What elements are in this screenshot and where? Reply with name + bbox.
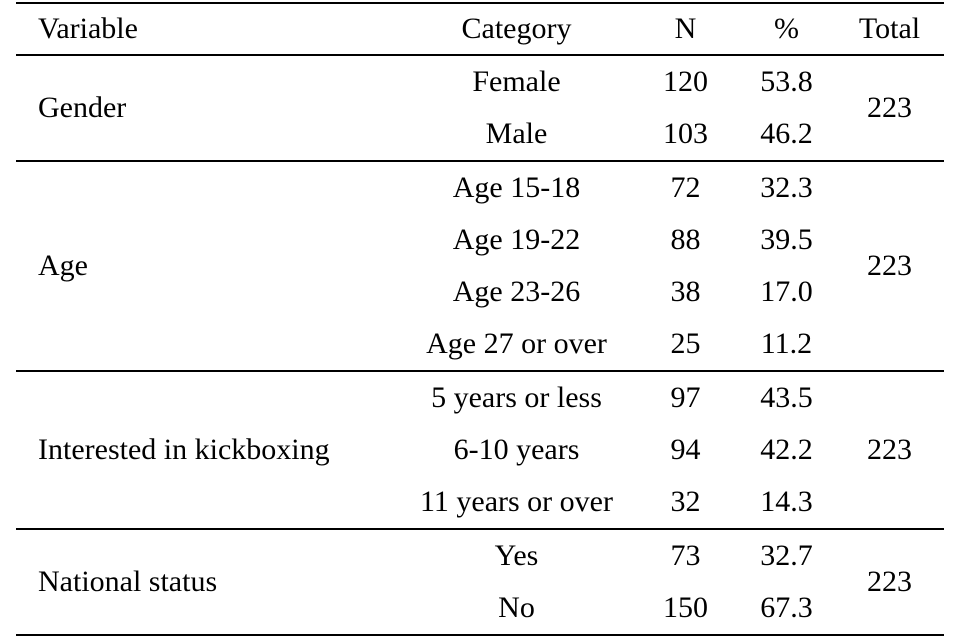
- demographics-table: Variable Category N % Total Gender Femal…: [16, 2, 944, 636]
- n-cell: 25: [633, 318, 738, 372]
- percent-cell: 39.5: [760, 223, 813, 256]
- n-cell: 32: [633, 476, 738, 530]
- header-category: Category: [400, 2, 633, 56]
- n-cell: 103: [633, 108, 738, 162]
- table-row: Male 103 46.2: [16, 108, 944, 162]
- percent-cell: 14.3: [738, 476, 835, 530]
- table-row: Age 19-22 88 39.5: [16, 214, 944, 266]
- percent-cell: 42.2: [760, 433, 813, 466]
- variable-cell: Interested in kickboxing: [16, 371, 400, 530]
- percent-cell: 46.2: [738, 108, 835, 162]
- category-cell: Age 15-18: [452, 171, 581, 204]
- percent-cell: 67.3: [738, 582, 835, 636]
- n-cell: 94: [670, 433, 701, 466]
- n-cell: 150: [633, 582, 738, 636]
- category-cell: Age 19-22: [452, 223, 581, 256]
- total-cell: 223: [835, 371, 944, 530]
- table-row: No 150 67.3: [16, 582, 944, 636]
- percent-cell: 32.7: [760, 539, 813, 572]
- n-cell: 120: [663, 65, 708, 98]
- n-cell: 38: [670, 275, 701, 308]
- total-cell: 223: [835, 529, 944, 636]
- header-percent: %: [738, 2, 835, 56]
- percent-cell: 32.3: [760, 171, 813, 204]
- header-variable: Variable: [16, 2, 400, 56]
- table-body: Gender Female 120 53.8 223 Male 103 46.2…: [16, 55, 944, 636]
- table-row: Age 23-26 38 17.0: [16, 266, 944, 318]
- category-cell: No: [400, 582, 633, 636]
- n-cell: 73: [670, 539, 701, 572]
- percent-cell: 53.8: [760, 65, 813, 98]
- header-row: Variable Category N % Total: [16, 2, 944, 56]
- total-cell: 223: [835, 161, 944, 372]
- n-cell: 97: [670, 381, 701, 414]
- category-cell: 5 years or less: [431, 381, 602, 414]
- percent-cell: 17.0: [760, 275, 813, 308]
- table-row: National status Yes 73 32.7 223: [16, 529, 944, 636]
- table-row: 11 years or over 32 14.3: [16, 476, 944, 530]
- category-cell: Age 27 or over: [400, 318, 633, 372]
- variable-cell: Age: [16, 161, 400, 372]
- category-cell: Female: [472, 65, 561, 98]
- header-n: N: [633, 2, 738, 56]
- percent-cell: 43.5: [760, 381, 813, 414]
- table-row: Gender Female 120 53.8 223: [16, 55, 944, 162]
- header-total: Total: [835, 2, 944, 56]
- percent-cell: 11.2: [738, 318, 835, 372]
- table-row: 6-10 years 94 42.2: [16, 424, 944, 476]
- variable-cell: Gender: [16, 55, 400, 162]
- table-row: Interested in kickboxing 5 years or less…: [16, 371, 944, 530]
- category-cell: 6-10 years: [453, 433, 580, 466]
- table-row: Age Age 15-18 72 32.3 223: [16, 161, 944, 372]
- n-cell: 88: [670, 223, 701, 256]
- table-row: Age 27 or over 25 11.2: [16, 318, 944, 372]
- category-cell: Yes: [494, 539, 539, 572]
- n-cell: 72: [670, 171, 701, 204]
- category-cell: Age 23-26: [452, 275, 581, 308]
- category-cell: Male: [400, 108, 633, 162]
- total-cell: 223: [835, 55, 944, 162]
- variable-cell: National status: [16, 529, 400, 636]
- category-cell: 11 years or over: [400, 476, 633, 530]
- table-header: Variable Category N % Total: [16, 2, 944, 56]
